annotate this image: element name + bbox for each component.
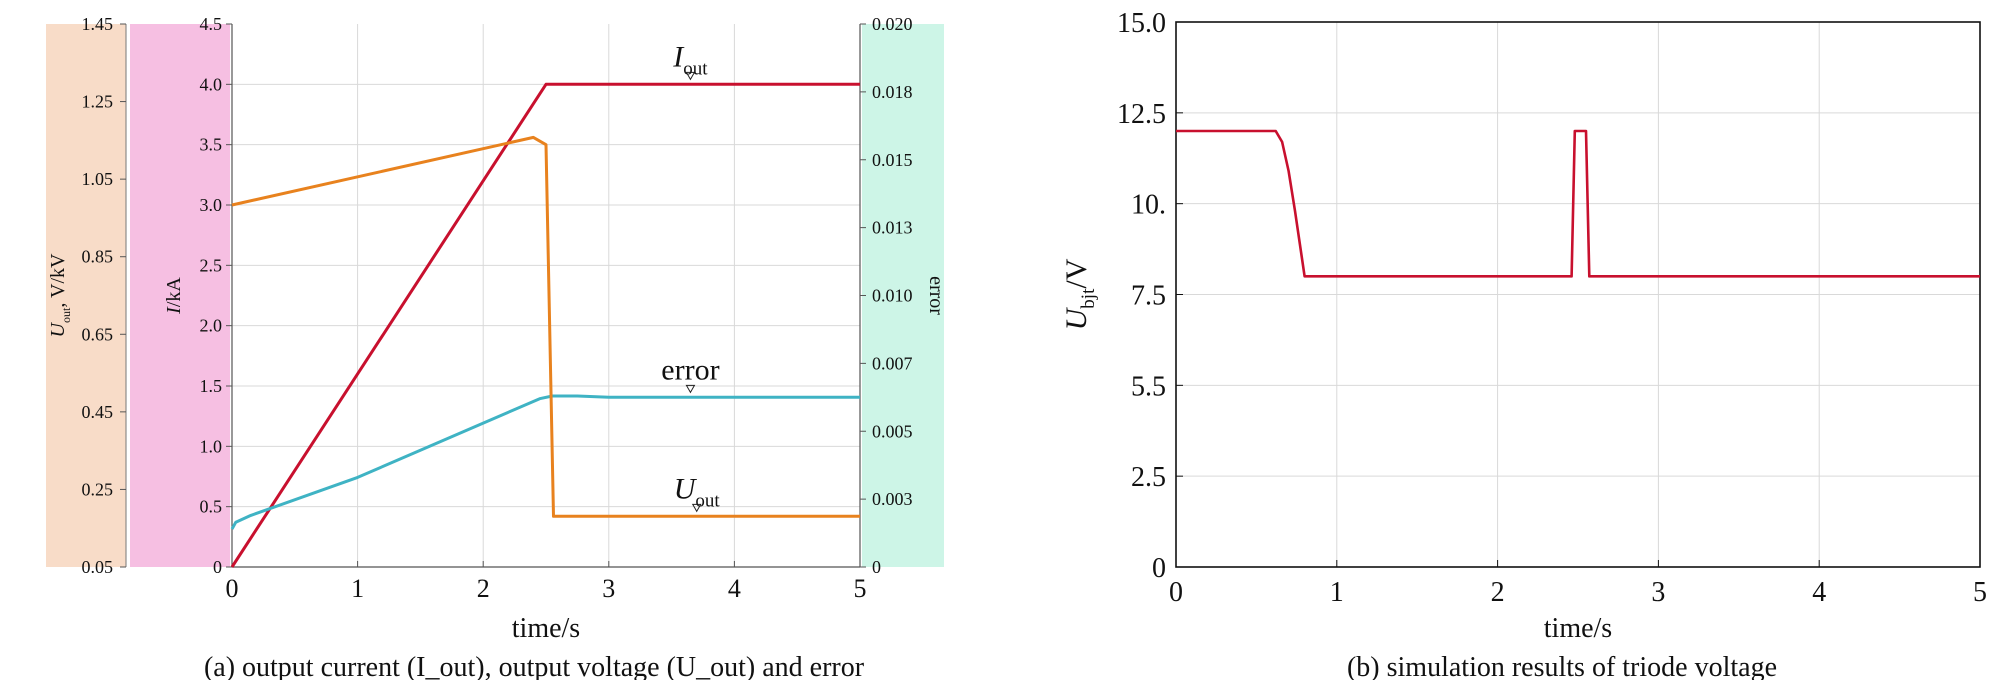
i-tick-label: 1.5	[200, 376, 223, 396]
error-tick-label: 0.015	[872, 150, 913, 170]
error-tick-label: 0.003	[872, 489, 913, 509]
y-tick-label: 2.5	[1131, 462, 1166, 493]
x-tick-label: 3	[1651, 577, 1665, 608]
series-marker-0	[685, 71, 696, 81]
x-tick-label: 4	[1812, 577, 1826, 608]
u-tick-label: 0.65	[82, 324, 114, 344]
i-axis-label: I/kA	[163, 277, 185, 315]
error-tick-label: 0.007	[872, 353, 913, 373]
error-tick-label: 0.018	[872, 82, 913, 102]
y-tick-label: 15.0	[1117, 8, 1166, 39]
u-axis-label: Uout, V/kV	[47, 253, 73, 337]
chart-caption: (a) output current (I_out), output volta…	[204, 652, 865, 680]
series-line-1	[230, 394, 860, 530]
x-tick-label: 1	[351, 574, 364, 603]
y-tick-label: 0	[1152, 553, 1166, 584]
u-tick-label: 1.25	[82, 92, 114, 112]
x-tick-label: 5	[1973, 577, 1987, 608]
i-tick-label: 4.0	[200, 74, 223, 94]
u-tick-label: 0.25	[82, 479, 114, 499]
error-tick-label: 0	[872, 557, 881, 577]
series-line-0	[230, 82, 860, 568]
y-tick-label: 10.	[1131, 190, 1166, 221]
u-tick-label: 0.85	[82, 247, 114, 267]
series-label-1: error	[661, 353, 719, 386]
error-axis-label: error	[925, 276, 947, 315]
i-tick-label: 3.0	[200, 195, 223, 215]
i-tick-label: 0	[213, 557, 222, 577]
y-tick-label: 12.5	[1117, 99, 1166, 130]
chart-caption: (b) simulation results of triode voltage	[1347, 652, 1777, 680]
x-tick-label: 1	[1330, 577, 1344, 608]
series-marker-2	[691, 503, 702, 513]
error-tick-label: 0.013	[872, 218, 913, 238]
chart-b: 0 2.5 5.5 7.5 10. 12.5 15.0 0 1 2 3 4 5 Ubjt/V time/s (…	[1060, 8, 1987, 680]
x-tick-label: 0	[1169, 577, 1183, 608]
series-marker-1	[685, 384, 696, 394]
x-tick-label: 3	[602, 574, 615, 603]
chart-a: 0.05 0.25 0.45 0.65 0.85 1.05 1.25 1.45 0 0.5 1.0 1…	[46, 14, 947, 680]
i-tick-label: 4.5	[200, 14, 223, 34]
y-tick-label: 5.5	[1131, 371, 1166, 402]
u-tick-label: 0.05	[82, 557, 114, 577]
x-tick-label: 0	[226, 574, 239, 603]
u-tick-label: 1.45	[82, 14, 114, 34]
x-axis-label: time/s	[1544, 613, 1612, 644]
x-tick-label: 2	[477, 574, 490, 603]
x-axis-label: time/s	[512, 613, 580, 644]
i-tick-label: 3.5	[200, 135, 223, 155]
series-label-0: Iout	[672, 40, 708, 79]
u-tick-label: 0.45	[82, 402, 114, 422]
i-tick-label: 1.0	[200, 436, 223, 456]
i-tick-label: 2.0	[200, 316, 223, 336]
i-axis-band	[130, 24, 230, 567]
error-tick-label: 0.020	[872, 14, 913, 34]
x-tick-label: 2	[1491, 577, 1505, 608]
series-line-2	[231, 135, 860, 518]
series-label-2: Uout	[674, 472, 721, 511]
error-tick-label: 0.005	[872, 421, 913, 441]
x-tick-label: 5	[854, 574, 867, 603]
y-tick-label: 7.5	[1131, 281, 1166, 312]
i-tick-label: 0.5	[200, 497, 223, 517]
y-axis-label: Ubjt/V	[1060, 258, 1099, 330]
u-axis-band	[46, 24, 126, 567]
series-line-0	[1176, 129, 1980, 278]
error-tick-label: 0.010	[872, 286, 913, 306]
u-tick-label: 1.05	[82, 169, 114, 189]
x-tick-label: 4	[728, 574, 741, 603]
i-tick-label: 2.5	[200, 255, 223, 275]
error-axis-band	[862, 24, 944, 567]
